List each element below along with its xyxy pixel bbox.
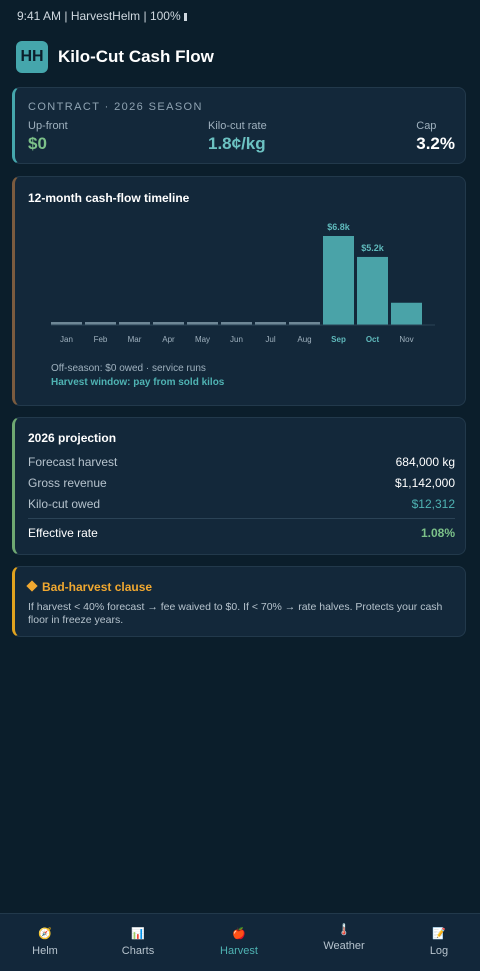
x-tick-label: Apr — [162, 335, 175, 344]
tab-helm[interactable]: 🧭 Helm — [0, 914, 93, 971]
app-header: HH Kilo-Cut Cash Flow — [16, 41, 214, 73]
tab-label: Harvest — [220, 945, 258, 957]
tab-charts[interactable]: 📊 Charts — [90, 914, 186, 971]
cap-label: Cap — [416, 120, 437, 132]
x-tick-label: Sep — [331, 335, 346, 344]
contract-eyebrow: CONTRACT · 2026 SEASON — [28, 101, 203, 113]
compass-icon: 🧭 — [38, 928, 52, 940]
status-bar: 9:41 AM | HarvestHelm | 100% — [17, 9, 187, 23]
upfront-metric: Up-front $0 — [28, 120, 68, 154]
tab-label: Log — [429, 945, 449, 957]
cashflow-timeline-card: 12-month cash-flow timeline Jan Feb Mar Apr… — [12, 176, 466, 406]
bar-nov — [391, 302, 422, 325]
bar-mar — [119, 322, 150, 325]
tab-label: Charts — [121, 945, 155, 957]
contract-card: CONTRACT · 2026 SEASON Up-front $0 Kilo-… — [12, 87, 466, 164]
tab-label: Weather — [323, 940, 365, 952]
effective-rate-row: Effective rate 1.08% — [28, 526, 455, 540]
bar-oct — [357, 256, 388, 325]
bar-may — [187, 322, 218, 325]
row-value: $12,312 — [411, 497, 455, 511]
rate-metric: Kilo-cut rate 1.8¢/kg — [208, 120, 267, 154]
warning-diamond-icon — [26, 580, 38, 592]
row-value: 684,000 kg — [395, 455, 455, 469]
thermometer-icon: 🌡️ — [337, 924, 351, 936]
bar-apr — [153, 322, 184, 325]
projection-row: Gross revenue $1,142,000 — [28, 476, 455, 490]
page-title: Kilo-Cut Cash Flow — [58, 47, 214, 66]
clause-title-text: Bad-harvest clause — [42, 580, 153, 594]
bar-jun — [221, 322, 252, 325]
memo-icon: 📝 — [432, 928, 446, 940]
effective-rate-label: Effective rate — [28, 526, 98, 540]
projection-row: Forecast harvest 684,000 kg — [28, 455, 455, 469]
divider — [28, 518, 455, 519]
row-label: Forecast harvest — [28, 455, 118, 469]
x-tick-label: Jun — [230, 335, 243, 344]
apple-icon: 🍎 — [232, 928, 246, 940]
data-label: $6.8k — [327, 222, 351, 232]
bad-harvest-clause-card: Bad-harvest clause If harvest < 40% fore… — [12, 566, 466, 637]
x-tick-label: Oct — [366, 335, 380, 344]
tab-harvest[interactable]: 🍎 Harvest — [191, 914, 287, 971]
row-label: Gross revenue — [28, 476, 107, 490]
bar-chart-icon: 📊 — [131, 928, 145, 940]
tab-log[interactable]: 📝 Log — [391, 914, 480, 971]
row-label: Kilo-cut owed — [28, 497, 101, 511]
bottom-nav: 🧭 Helm 📊 Charts 🍎 Harvest 🌡️ Weather 📝 L… — [0, 913, 480, 971]
bar-sep — [323, 236, 354, 325]
x-tick-label: Feb — [94, 335, 108, 344]
clause-title: Bad-harvest clause — [26, 580, 153, 594]
tab-weather[interactable]: 🌡️ Weather — [296, 914, 392, 971]
bar-aug — [289, 322, 320, 325]
projection-card: 2026 projection Forecast harvest 684,000… — [12, 417, 466, 555]
upfront-label: Up-front — [28, 120, 68, 132]
app-logo: HH — [16, 41, 48, 73]
offseason-note: Off-season: $0 owed · service runs — [51, 363, 206, 374]
battery-icon — [183, 13, 187, 21]
bar-jul — [255, 322, 286, 325]
projection-row: Kilo-cut owed $12,312 — [28, 497, 455, 511]
x-tick-label: Aug — [297, 335, 311, 344]
cap-value: 3.2% — [416, 134, 455, 153]
rate-label: Kilo-cut rate — [208, 120, 267, 132]
x-tick-label: Mar — [128, 335, 142, 344]
cap-metric: Cap 3.2% — [416, 120, 455, 154]
projection-title: 2026 projection — [28, 431, 117, 445]
x-tick-label: May — [195, 335, 210, 344]
clause-body: If harvest < 40% forecast → fee waived t… — [28, 601, 443, 626]
cashflow-chart: Jan Feb Mar Apr May Jun Jul Aug Sep $6.8k Oct $5.2k… — [51, 222, 435, 344]
status-text: 9:41 AM | HarvestHelm | 100% — [17, 9, 181, 23]
row-value: $1,142,000 — [394, 476, 455, 490]
x-tick-label: Jul — [265, 335, 275, 344]
tab-label: Helm — [32, 945, 58, 957]
rate-value: 1.8¢/kg — [208, 134, 266, 153]
harvest-window-note: Harvest window: pay from sold kilos — [51, 377, 225, 388]
effective-rate-value: 1.08% — [420, 526, 455, 540]
x-tick-label: Jan — [60, 335, 73, 344]
bar-jan — [51, 322, 82, 325]
upfront-value: $0 — [28, 134, 47, 153]
bar-feb — [85, 322, 116, 325]
x-tick-label: Nov — [399, 335, 413, 344]
timeline-title: 12-month cash-flow timeline — [28, 191, 190, 205]
data-label: $5.2k — [361, 243, 385, 253]
